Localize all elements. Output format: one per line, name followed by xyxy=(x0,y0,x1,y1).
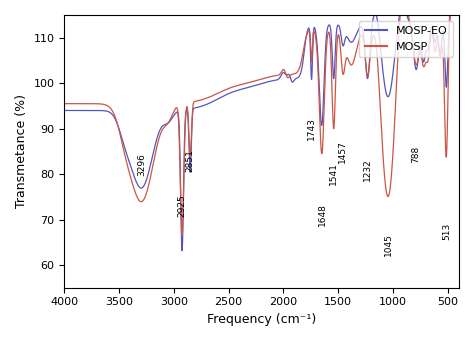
MOSP xyxy=(62,102,67,106)
MOSP xyxy=(295,70,301,74)
MOSP-EO xyxy=(62,108,67,113)
MOSP-EO xyxy=(375,21,381,25)
MOSP xyxy=(204,96,210,100)
MOSP xyxy=(81,102,87,106)
MOSP-EO xyxy=(295,76,301,80)
Text: 2925: 2925 xyxy=(178,194,187,217)
MOSP-EO xyxy=(456,1,462,5)
MOSP-EO xyxy=(354,31,360,35)
Text: 1541: 1541 xyxy=(329,163,338,186)
X-axis label: Frequency (cm⁻¹): Frequency (cm⁻¹) xyxy=(207,313,316,326)
Text: 1232: 1232 xyxy=(363,158,372,181)
Text: 3296: 3296 xyxy=(137,153,146,176)
Text: 1743: 1743 xyxy=(307,117,316,140)
Text: 1648: 1648 xyxy=(318,204,327,226)
MOSP xyxy=(354,47,360,51)
MOSP xyxy=(375,63,381,67)
MOSP xyxy=(179,233,185,237)
Text: 2851: 2851 xyxy=(186,149,195,172)
MOSP-EO xyxy=(312,27,318,31)
Legend: MOSP-EO, MOSP: MOSP-EO, MOSP xyxy=(359,20,453,57)
Y-axis label: Transmetance (%): Transmetance (%) xyxy=(15,94,28,208)
MOSP-EO xyxy=(179,249,185,253)
Text: 1457: 1457 xyxy=(338,140,347,163)
Text: 788: 788 xyxy=(412,146,421,163)
MOSP xyxy=(312,32,318,36)
Text: 1045: 1045 xyxy=(383,233,392,256)
Text: 513: 513 xyxy=(442,223,451,240)
Line: MOSP: MOSP xyxy=(64,0,459,235)
MOSP-EO xyxy=(81,108,87,113)
MOSP-EO xyxy=(204,102,210,106)
Line: MOSP-EO: MOSP-EO xyxy=(64,0,459,251)
